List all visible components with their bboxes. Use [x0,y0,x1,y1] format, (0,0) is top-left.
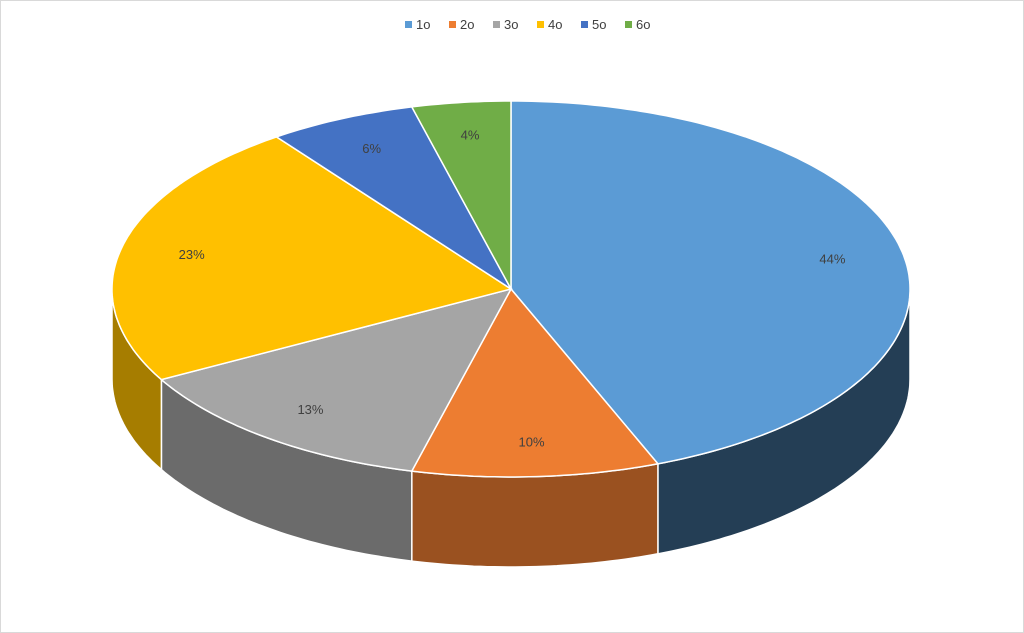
data-label: 23% [179,247,205,262]
legend-swatch [449,21,456,28]
slice [410,287,660,478]
slice-side [411,462,659,568]
legend-swatch [493,21,500,28]
legend-swatch [581,21,588,28]
slice [510,100,911,465]
data-label: 6% [362,141,381,156]
slice [410,100,512,290]
slice [159,287,513,472]
data-label: 13% [297,402,323,417]
legend-label: 4o [548,17,562,32]
legend-swatch [625,21,632,28]
data-label: 10% [519,434,545,449]
legend-label: 2o [460,17,474,32]
legend-label: 1o [416,17,430,32]
legend-label: 5o [592,17,606,32]
slice [274,106,512,290]
legend-swatch [537,21,544,28]
data-label: 44% [819,252,845,267]
legend-swatch [405,21,412,28]
legend-label: 6o [636,17,650,32]
data-label: 4% [461,127,480,142]
legend-label: 3o [504,17,518,32]
slice [111,136,513,381]
